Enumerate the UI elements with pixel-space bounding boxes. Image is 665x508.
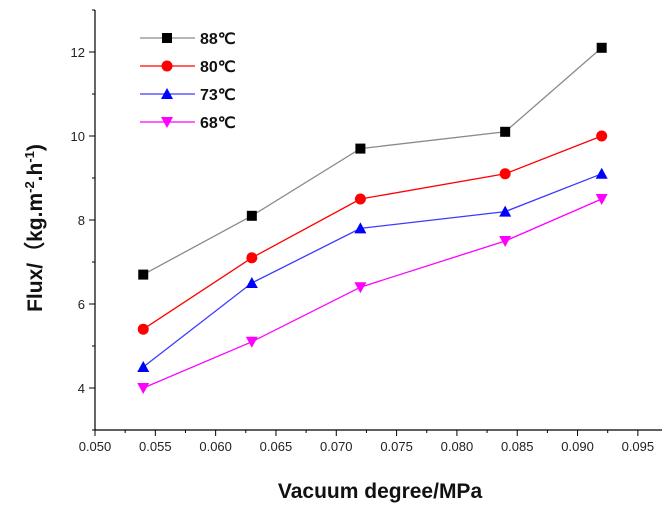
series-group (137, 167, 608, 372)
legend: 88℃ 80℃ 73℃ 68℃ (140, 31, 236, 132)
y-tick-label: 8 (78, 213, 85, 228)
legend-label: 73℃ (200, 87, 236, 104)
y-axis-title-superscript: -1 (22, 151, 37, 163)
y-axis-title-part: ) (24, 144, 47, 151)
y-axis-title: Flux/（kg.m-2.h-1) (22, 144, 47, 312)
x-tick-label: 0.085 (501, 439, 534, 454)
legend-item: 88℃ (140, 31, 236, 48)
y-tick-label: 12 (71, 45, 85, 60)
y-axis-title-superscript: -2 (22, 181, 37, 193)
series-line (142, 47, 603, 276)
data-point (137, 323, 149, 335)
data-point (354, 282, 367, 294)
y-tick-label: 6 (78, 297, 85, 312)
y-tick-label: 10 (71, 129, 85, 144)
data-point (245, 336, 258, 348)
data-point (245, 277, 258, 288)
x-tick-label: 0.080 (441, 439, 474, 454)
data-point (354, 193, 366, 205)
data-point (596, 130, 608, 142)
data-point (355, 143, 366, 154)
data-point (137, 383, 150, 394)
x-tick-label: 0.095 (622, 439, 655, 454)
series-layer (137, 42, 608, 394)
data-point (246, 210, 257, 221)
y-tick-label: 4 (78, 381, 85, 396)
data-point (595, 167, 608, 179)
data-point (137, 361, 150, 372)
x-tick-label: 0.050 (79, 439, 112, 454)
data-point (500, 126, 511, 137)
x-tick-label: 0.060 (199, 439, 232, 454)
legend-item: 73℃ (140, 87, 236, 104)
data-point (499, 236, 512, 247)
legend-marker (161, 117, 173, 128)
data-point (596, 42, 607, 53)
legend-item: 80℃ (140, 59, 236, 76)
axes: 0.050 0.055 0.060 0.065 0.070 0.075 0.080 0.085… (71, 9, 662, 454)
data-point (499, 205, 512, 217)
legend-label: 80℃ (200, 59, 236, 76)
legend-label: 88℃ (200, 31, 236, 48)
legend-item: 68℃ (140, 115, 236, 132)
x-tick-label: 0.065 (260, 439, 293, 454)
x-tick-label: 0.055 (139, 439, 172, 454)
x-tick-label: 0.090 (561, 439, 594, 454)
legend-label: 68℃ (200, 115, 236, 132)
series-line (142, 173, 602, 368)
series-group (137, 130, 608, 335)
data-point (354, 222, 367, 234)
legend-marker (162, 33, 172, 43)
legend-marker (161, 60, 173, 72)
data-point (595, 194, 608, 205)
series-line (142, 135, 602, 330)
data-point (138, 269, 149, 280)
y-axis-title-part: .h (24, 163, 47, 182)
data-point (246, 252, 258, 264)
x-axis-title: Vacuum degree/MPa (278, 480, 483, 503)
series-group (138, 42, 607, 280)
series-group (137, 194, 608, 394)
y-axis-title-part: Flux/（kg.m (23, 193, 47, 312)
data-point (499, 168, 511, 180)
legend-marker (161, 88, 173, 99)
x-tick-label: 0.070 (320, 439, 353, 454)
x-tick-label: 0.075 (380, 439, 413, 454)
